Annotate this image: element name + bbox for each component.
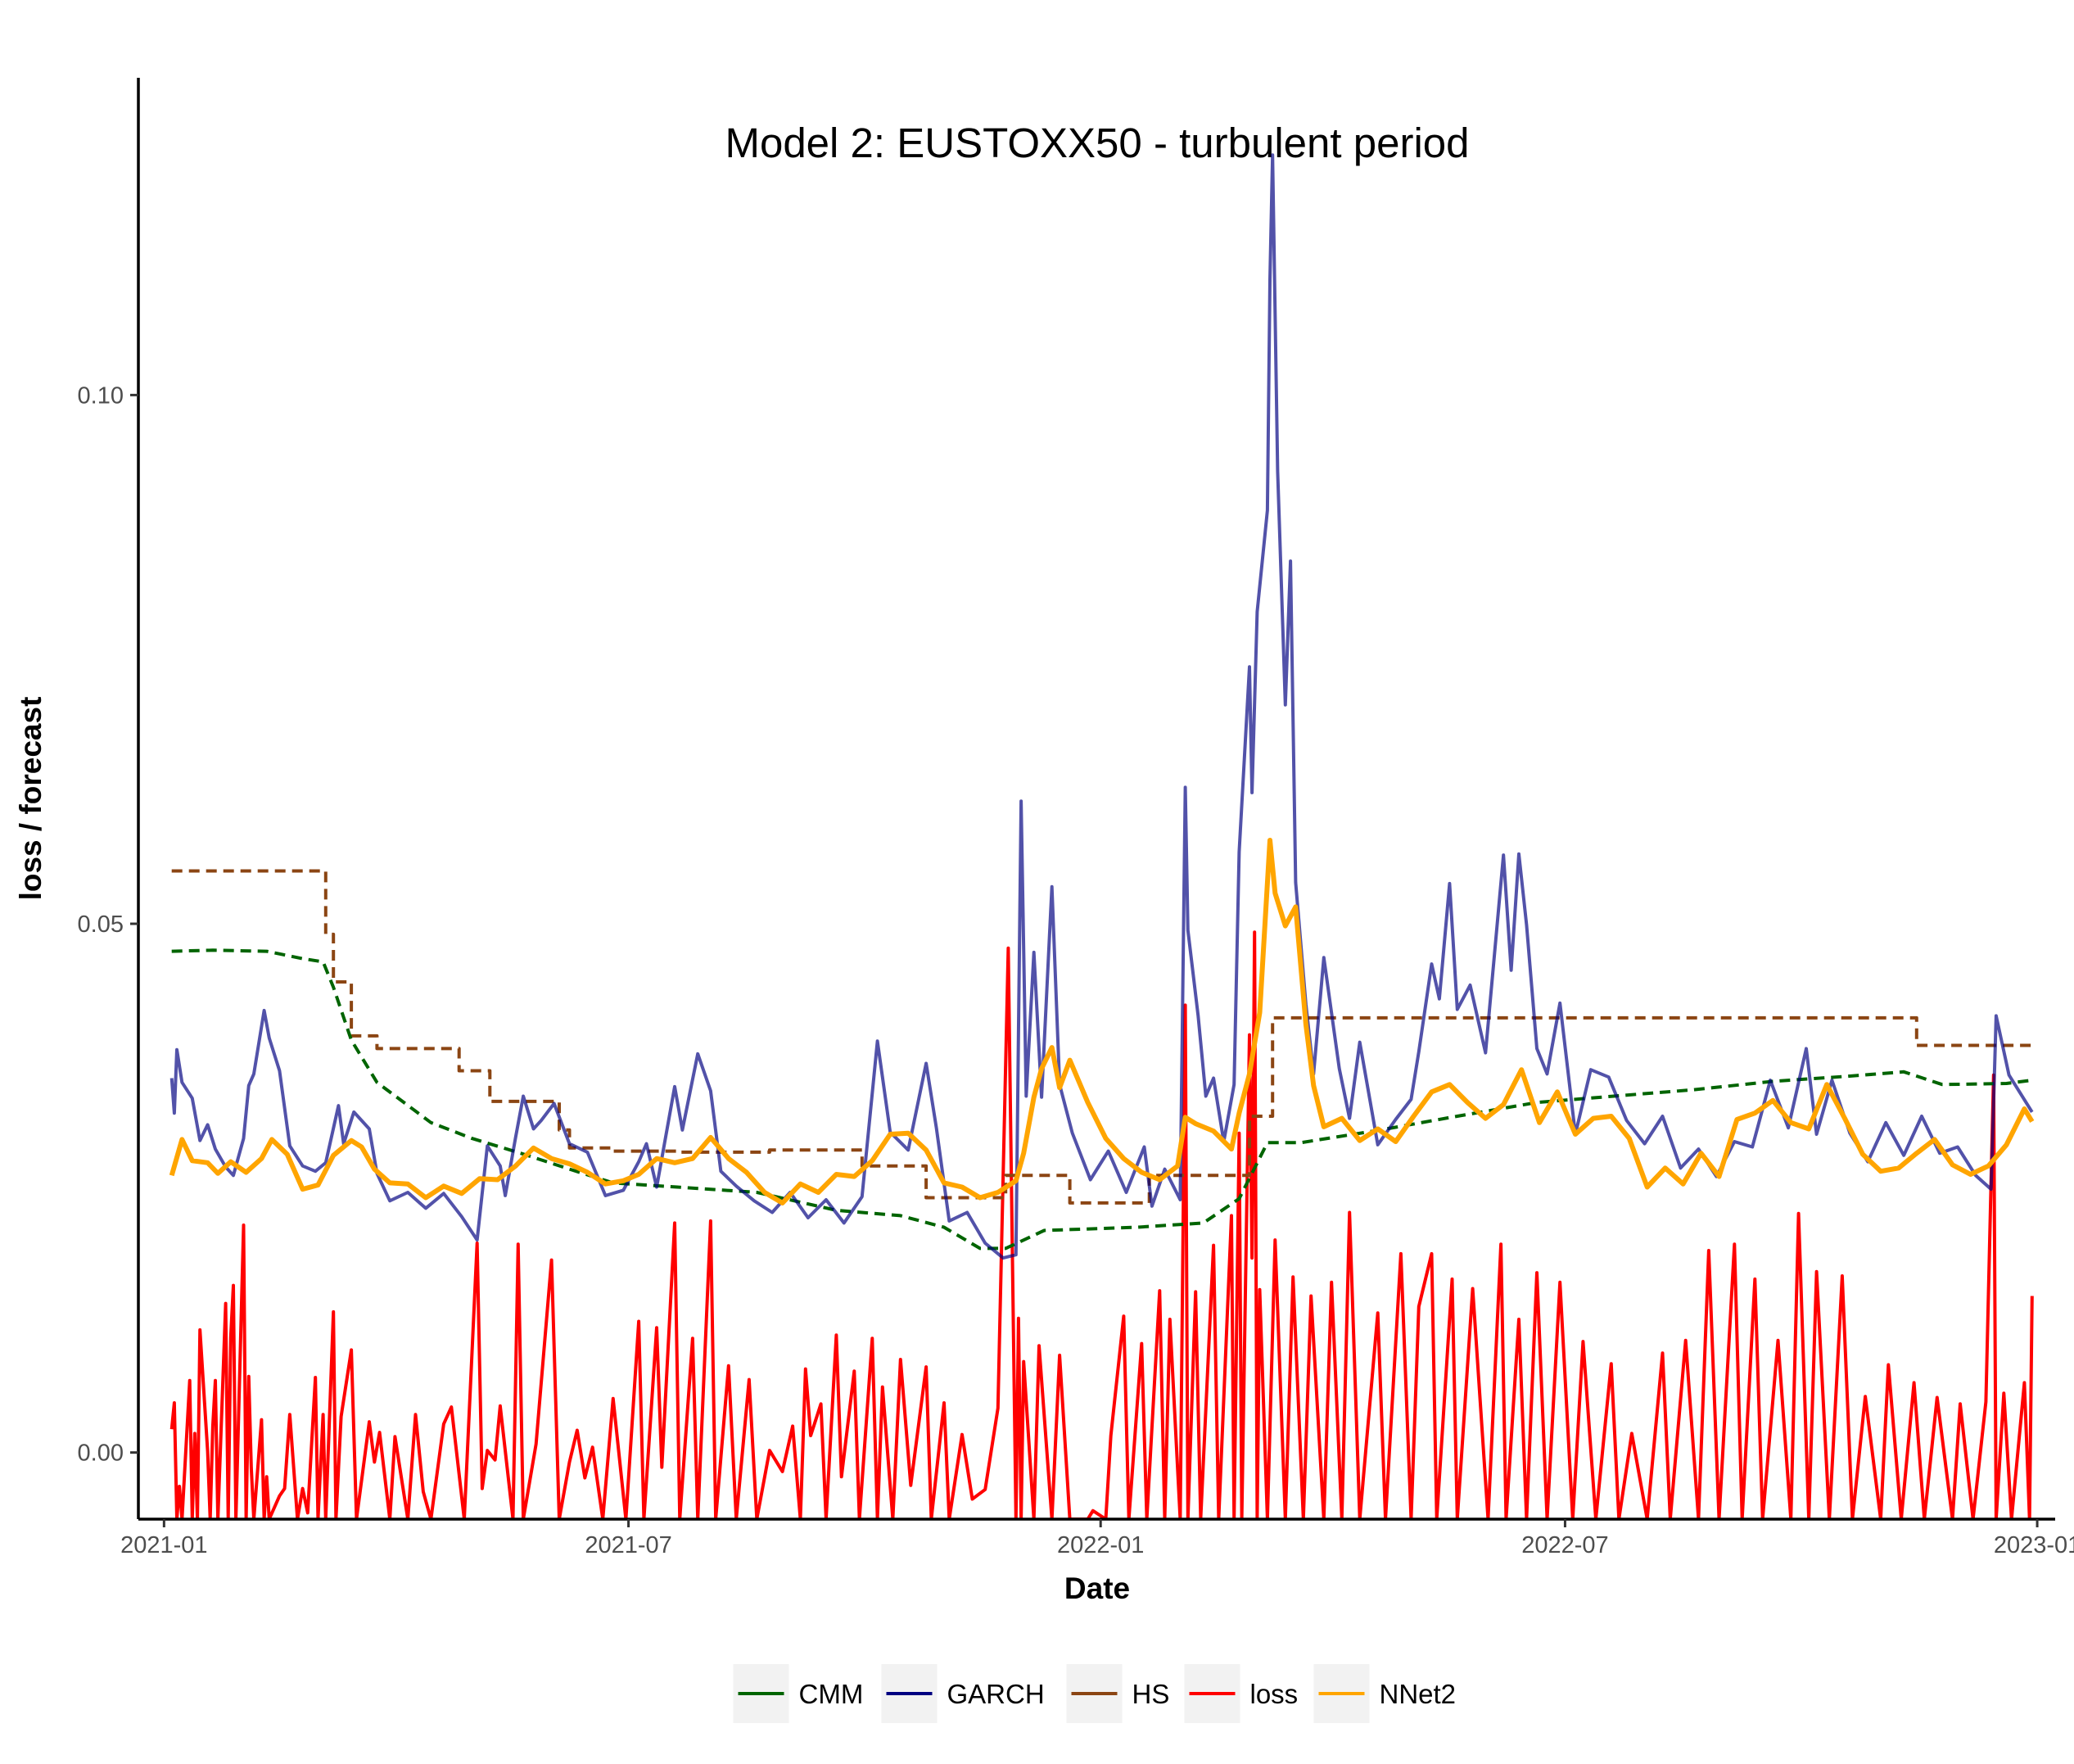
- x-tick-label: 2022-07: [1521, 1532, 1608, 1558]
- series-line-garch: [169, 153, 2034, 1260]
- x-tick-label: 2021-07: [585, 1532, 671, 1558]
- x-axis-title: Date: [1064, 1572, 1130, 1605]
- x-tick-label: 2023-01: [1994, 1532, 2074, 1558]
- chart-title: Model 2: EUSTOXX50 - turbulent period: [725, 120, 1469, 166]
- y-tick-label: 0.00: [78, 1441, 124, 1467]
- legend-label-hs: HS: [1132, 1679, 1170, 1709]
- series-line-hs: [171, 869, 2032, 1205]
- legend-item-cmm: CMM: [733, 1664, 864, 1723]
- y-ticks: 0.00 0.05 0.10: [78, 382, 138, 1467]
- legend: CMM GARCH HS loss NNet2: [733, 1664, 1457, 1723]
- legend-label-garch: GARCH: [947, 1679, 1045, 1709]
- x-tick-label: 2021-01: [120, 1532, 207, 1558]
- series-line-loss: [169, 930, 2034, 1519]
- x-ticks: 2021-01 2021-07 2022-01 2022-07 2023-01: [120, 1519, 2074, 1558]
- legend-label-loss: loss: [1250, 1679, 1299, 1709]
- series-line-nnet2: [169, 838, 2035, 1205]
- series-layer: [169, 153, 2035, 1519]
- series-line-cmm: [171, 948, 2033, 1251]
- y-axis-title: loss / forecast: [14, 697, 47, 901]
- legend-label-nnet2: NNet2: [1380, 1679, 1457, 1709]
- legend-item-loss: loss: [1184, 1664, 1299, 1723]
- y-tick-label: 0.10: [78, 382, 124, 409]
- legend-item-garch: GARCH: [881, 1664, 1045, 1723]
- legend-label-cmm: CMM: [799, 1679, 864, 1709]
- x-tick-label: 2022-01: [1057, 1532, 1144, 1558]
- legend-item-nnet2: NNet2: [1313, 1664, 1457, 1723]
- legend-item-hs: HS: [1066, 1664, 1170, 1723]
- y-tick-label: 0.05: [78, 911, 124, 938]
